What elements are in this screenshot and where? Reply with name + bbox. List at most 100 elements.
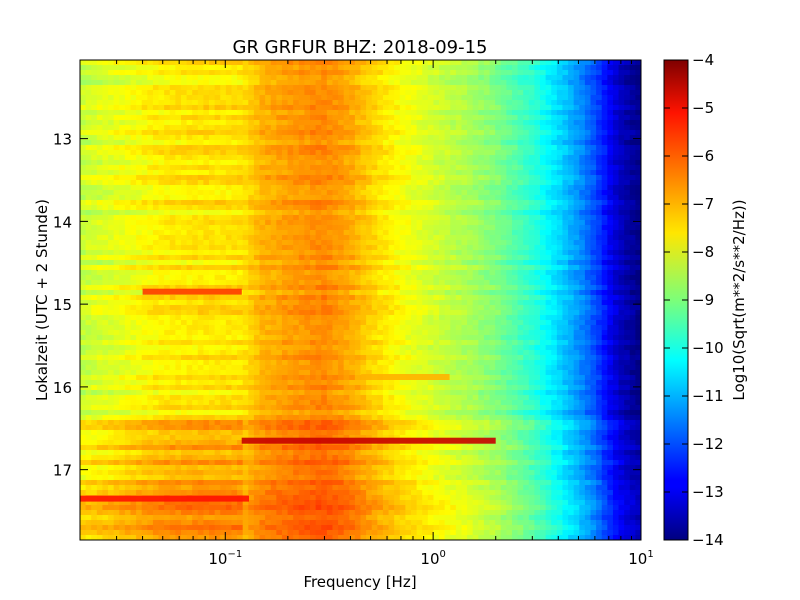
- heatmap-cell: [377, 275, 384, 281]
- heatmap-cell: [175, 65, 182, 71]
- heatmap-cell: [635, 165, 641, 171]
- heatmap-cell: [248, 295, 255, 301]
- heatmap-cell: [427, 95, 435, 101]
- heatmap-cell: [231, 115, 238, 121]
- heatmap-cell: [298, 135, 305, 141]
- heatmap-cell: [225, 285, 233, 291]
- heatmap-cell: [584, 155, 592, 161]
- heatmap-cell: [635, 290, 641, 296]
- heatmap-cell: [293, 215, 300, 221]
- heatmap-cell: [281, 155, 289, 161]
- heatmap-cell: [534, 190, 541, 196]
- heatmap-cell: [483, 215, 491, 221]
- heatmap-cell: [231, 285, 238, 291]
- heatmap-cell: [506, 80, 513, 86]
- heatmap-cell: [281, 125, 289, 131]
- heatmap-cell: [80, 245, 87, 251]
- heatmap-cell: [169, 180, 176, 186]
- heatmap-cell: [225, 230, 233, 236]
- heatmap-cell: [197, 130, 205, 136]
- heatmap-cell: [478, 95, 485, 101]
- heatmap-cell: [180, 70, 188, 76]
- heatmap-cell: [349, 100, 356, 106]
- heatmap-cell: [618, 300, 625, 306]
- heatmap-cell: [528, 95, 536, 101]
- heatmap-cell: [601, 285, 608, 291]
- heatmap-cell: [568, 85, 575, 91]
- heatmap-cell: [102, 115, 109, 121]
- heatmap-cell: [169, 105, 176, 111]
- heatmap-cell: [130, 250, 137, 256]
- heatmap-cell: [124, 245, 132, 251]
- heatmap-cell: [551, 190, 558, 196]
- heatmap-cell: [124, 65, 132, 71]
- heatmap-cell: [596, 185, 603, 191]
- heatmap-cell: [478, 125, 485, 131]
- heatmap-cell: [556, 265, 564, 271]
- heatmap-cell: [310, 175, 317, 181]
- heatmap-cell: [455, 130, 463, 136]
- heatmap-cell: [349, 145, 356, 151]
- heatmap-cell: [416, 155, 423, 161]
- heatmap-cell: [388, 300, 395, 306]
- heatmap-cell: [483, 175, 491, 181]
- heatmap-cell: [540, 210, 547, 216]
- heatmap-cell: [220, 80, 227, 86]
- heatmap-cell: [349, 120, 356, 126]
- heatmap-cell: [108, 140, 115, 146]
- heatmap-cell: [528, 110, 536, 116]
- heatmap-cell: [399, 225, 406, 231]
- heatmap-cell: [439, 65, 446, 71]
- heatmap-cell: [152, 270, 160, 276]
- heatmap-cell: [366, 280, 373, 286]
- heatmap-cell: [377, 110, 384, 116]
- heatmap-cell: [338, 295, 345, 301]
- heatmap-cell: [332, 300, 339, 306]
- heatmap-cell: [237, 140, 244, 146]
- heatmap-cell: [158, 260, 165, 266]
- heatmap-cell: [506, 210, 513, 216]
- heatmap-cell: [315, 80, 322, 86]
- heatmap-cell: [192, 65, 199, 71]
- heatmap-cell: [186, 300, 193, 306]
- heatmap-cell: [310, 280, 317, 286]
- heatmap-cell: [287, 195, 294, 201]
- heatmap-cell: [416, 295, 423, 301]
- heatmap-cell: [175, 75, 182, 81]
- heatmap-cell: [629, 85, 636, 91]
- heatmap-cell: [321, 215, 328, 221]
- heatmap-cell: [596, 285, 603, 291]
- heatmap-cell: [612, 180, 620, 186]
- heatmap-cell: [534, 280, 541, 286]
- heatmap-cell: [91, 95, 98, 101]
- heatmap-cell: [242, 215, 249, 221]
- heatmap-cell: [568, 90, 575, 96]
- heatmap-cell: [80, 110, 87, 116]
- heatmap-cell: [489, 160, 496, 166]
- heatmap-cell: [534, 235, 541, 241]
- heatmap-cell: [360, 280, 367, 286]
- heatmap-cell: [124, 195, 132, 201]
- heatmap-cell: [298, 115, 305, 121]
- heatmap-cell: [629, 120, 636, 126]
- heatmap-cell: [175, 100, 182, 106]
- heatmap-cell: [203, 115, 210, 121]
- heatmap-cell: [545, 290, 552, 296]
- heatmap-cell: [495, 120, 502, 126]
- heatmap-cell: [517, 165, 524, 171]
- heatmap-cell: [186, 140, 193, 146]
- heatmap-cell: [321, 110, 328, 116]
- heatmap-cell: [119, 210, 126, 216]
- heatmap-cell: [321, 200, 328, 206]
- heatmap-cell: [130, 285, 137, 291]
- heatmap-cell: [483, 70, 491, 76]
- heatmap-cell: [399, 195, 406, 201]
- heatmap-cell: [214, 145, 221, 151]
- heatmap-cell: [298, 215, 305, 221]
- heatmap-cell: [624, 120, 631, 126]
- heatmap-cell: [439, 270, 446, 276]
- heatmap-cell: [354, 215, 362, 221]
- heatmap-cell: [562, 240, 569, 246]
- heatmap-cell: [349, 115, 356, 121]
- heatmap-cell: [478, 135, 485, 141]
